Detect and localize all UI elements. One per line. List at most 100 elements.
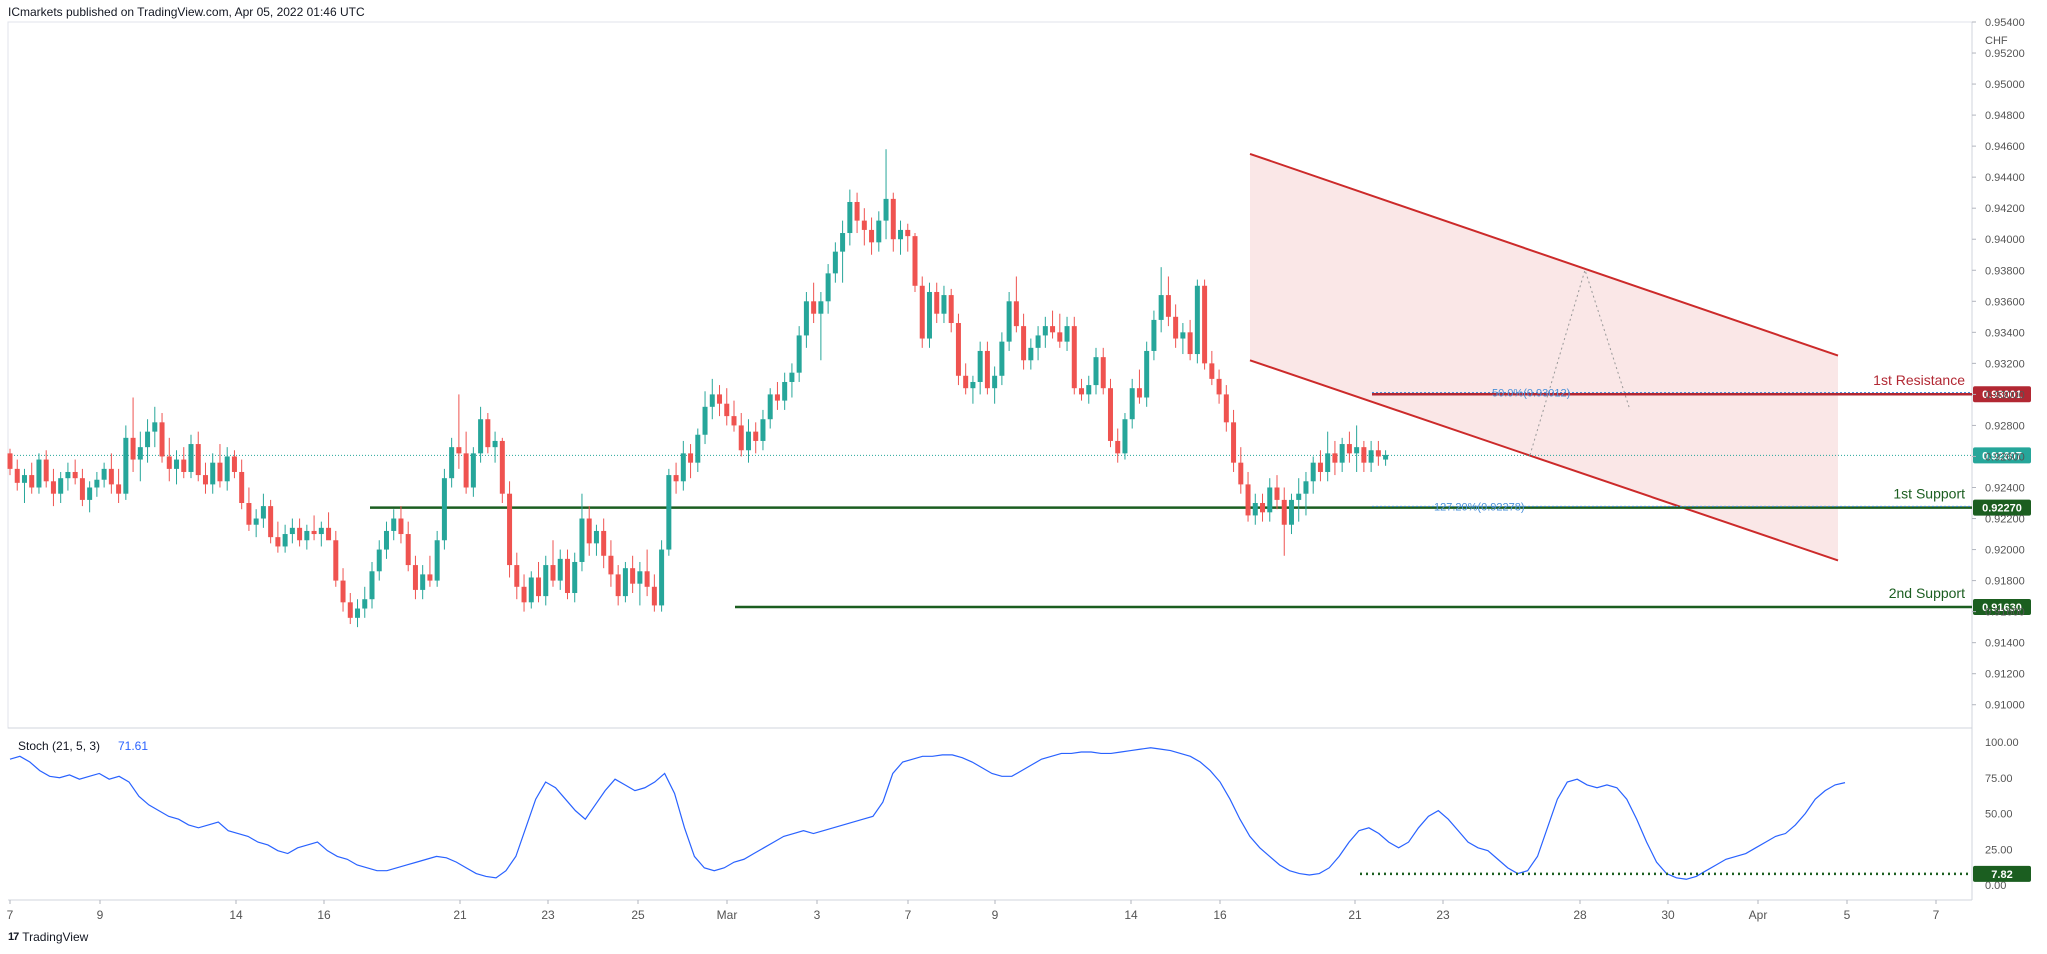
candle-body: [1303, 481, 1309, 494]
candle-body: [1100, 357, 1106, 389]
candle-body: [463, 453, 469, 488]
candle-body: [456, 447, 462, 454]
candle-body: [615, 574, 621, 597]
candle-body: [796, 335, 802, 373]
candle-body: [195, 444, 201, 476]
time-tick-label: 5: [1844, 908, 1851, 922]
price-tick-label: 0.93400: [1985, 327, 2025, 339]
currency-label: CHF: [1985, 35, 2008, 47]
candle-body: [724, 403, 730, 417]
candle-body: [1035, 335, 1041, 348]
candle-body: [586, 518, 592, 544]
time-tick-label: 14: [229, 908, 243, 922]
level-price-label: 0.93001: [1982, 389, 2022, 401]
candle-body: [1086, 385, 1092, 395]
candle-body: [1057, 332, 1063, 342]
candle-body: [709, 394, 715, 407]
candle-body: [825, 273, 831, 302]
channel-upper-line: [1249, 152, 1839, 357]
time-tick-label: 9: [992, 908, 999, 922]
level-price-tag: [1973, 598, 2031, 615]
candle-body: [717, 394, 723, 404]
support-resistance-levels: 1st Resistance 0.93001 1st Support 0.92270 2…: [8, 372, 2031, 615]
candle-body: [941, 295, 947, 314]
price-tick-label: 0.95400: [1985, 17, 2025, 29]
candle-body: [1216, 378, 1222, 395]
candle-body: [260, 506, 266, 519]
time-tick-label: 14: [1124, 908, 1138, 922]
price-tick-label: 0.91800: [1985, 576, 2025, 588]
candle-body: [1281, 499, 1287, 525]
candle-body: [1209, 363, 1215, 379]
candle-body: [1260, 503, 1266, 513]
candle-body: [608, 555, 614, 575]
candle-body: [231, 456, 237, 472]
candle-body: [297, 527, 303, 541]
price-tick-label: 0.92600: [1985, 451, 2025, 463]
time-tick-label: 9: [97, 908, 104, 922]
candle-body: [420, 574, 426, 590]
publish-info: ICmarkets published on TradingView.com, …: [8, 5, 365, 19]
stochastic-panel: Stoch (21, 5, 3) 71.61 100.00 75.00 50.00 25.…: [9, 737, 2031, 892]
candle-body: [666, 475, 672, 550]
candle-body: [854, 201, 860, 221]
candle-body: [485, 419, 491, 448]
time-tick-label: 7: [905, 908, 912, 922]
candle-body: [304, 530, 310, 541]
candle-body: [224, 456, 230, 482]
price-axis: 0.95400 0.95200 0.95000 0.94800 0.94600 0.944…: [1972, 17, 2025, 712]
candle-body: [1050, 326, 1056, 333]
candle-body: [695, 434, 701, 463]
stochastic-value: 71.61: [118, 739, 148, 753]
candle-body: [449, 447, 455, 479]
candle-body: [1173, 316, 1179, 339]
candle-body: [217, 462, 223, 482]
candle-body: [1231, 422, 1237, 463]
price-tick-label: 0.94200: [1985, 203, 2025, 215]
candle-body: [441, 478, 447, 541]
candle-body: [912, 236, 918, 286]
time-tick-label: 16: [1213, 908, 1227, 922]
candle-body: [50, 481, 56, 494]
candle-body: [673, 475, 679, 482]
stoch-marker-tag: [1973, 865, 2031, 882]
price-tick-label: 0.95000: [1985, 79, 2025, 91]
candle-body: [1158, 295, 1164, 320]
candle-body: [347, 602, 353, 618]
candle-body: [977, 350, 983, 382]
candle-body: [412, 565, 418, 590]
level-price-tag: [1973, 386, 2031, 403]
candle-body: [1187, 332, 1193, 355]
candle-body: [72, 471, 78, 479]
candle-body: [745, 431, 751, 451]
candle-body: [210, 462, 216, 485]
candle-body: [152, 422, 158, 432]
candle-body: [818, 301, 824, 314]
candle-body: [405, 534, 411, 566]
candle-body: [550, 565, 556, 581]
candle-body: [29, 475, 35, 488]
candle-body: [1042, 326, 1048, 336]
candle-body: [1288, 499, 1294, 525]
candle-body: [188, 444, 194, 472]
candle-body: [840, 233, 846, 252]
price-tick-label: 0.94000: [1985, 234, 2025, 246]
candle-body: [427, 574, 433, 581]
level-name: 1st Resistance: [1873, 372, 1965, 388]
candle-body: [847, 201, 853, 234]
stoch-tick-label: 100.00: [1985, 737, 2019, 749]
candle-body: [1368, 450, 1374, 463]
candle-body: [282, 534, 288, 547]
candle-body: [1180, 332, 1186, 339]
candle-body: [919, 285, 925, 339]
candle-body: [731, 416, 737, 426]
candle-body: [1079, 388, 1085, 395]
candle-body: [876, 220, 882, 243]
candle-body: [1151, 319, 1157, 351]
candle-body: [543, 565, 549, 597]
price-tick-label: 0.91400: [1985, 638, 2025, 650]
price-tick-label: 0.92000: [1985, 545, 2025, 557]
candle-body: [1267, 487, 1273, 513]
candle-body: [239, 471, 245, 504]
